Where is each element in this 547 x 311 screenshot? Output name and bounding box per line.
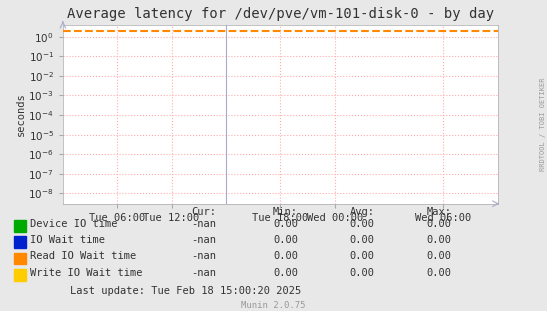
Text: -nan: -nan [191,251,216,261]
Text: 0.00: 0.00 [350,235,375,245]
Text: 0.00: 0.00 [273,267,298,277]
Text: -nan: -nan [191,267,216,277]
Text: IO Wait time: IO Wait time [30,235,105,245]
Text: Min:: Min: [273,207,298,216]
Text: Max:: Max: [426,207,451,216]
Text: 0.00: 0.00 [350,251,375,261]
Text: 0.00: 0.00 [426,219,451,229]
Text: 0.00: 0.00 [426,267,451,277]
Text: Read IO Wait time: Read IO Wait time [30,251,136,261]
Text: 0.00: 0.00 [273,235,298,245]
Text: 0.00: 0.00 [273,251,298,261]
Text: 0.00: 0.00 [426,235,451,245]
Text: 0.00: 0.00 [426,251,451,261]
Text: RRDTOOL / TOBI OETIKER: RRDTOOL / TOBI OETIKER [540,78,546,171]
Text: Write IO Wait time: Write IO Wait time [30,267,143,277]
Text: -nan: -nan [191,235,216,245]
Text: Last update: Tue Feb 18 15:00:20 2025: Last update: Tue Feb 18 15:00:20 2025 [69,286,301,296]
Y-axis label: seconds: seconds [15,92,26,136]
Text: Cur:: Cur: [191,207,216,216]
Text: 0.00: 0.00 [273,219,298,229]
Text: -nan: -nan [191,219,216,229]
Text: Device IO time: Device IO time [30,219,118,229]
Text: 0.00: 0.00 [350,267,375,277]
Text: Avg:: Avg: [350,207,375,216]
Title: Average latency for /dev/pve/vm-101-disk-0 - by day: Average latency for /dev/pve/vm-101-disk… [67,7,494,21]
Text: Munin 2.0.75: Munin 2.0.75 [241,301,306,310]
Text: 0.00: 0.00 [350,219,375,229]
